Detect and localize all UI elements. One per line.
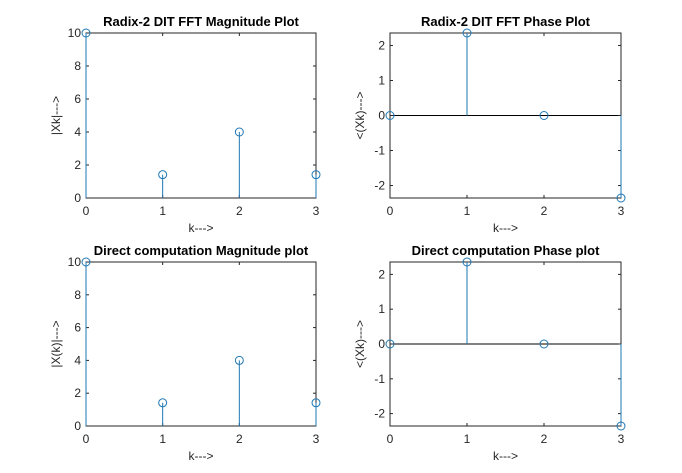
y-tick-label: 10 [68,26,82,40]
chart-title: Radix-2 DIT FFT Magnitude Plot [103,14,299,29]
chart-title: Radix-2 DIT FFT Phase Plot [421,14,591,29]
y-tick-label: -1 [374,144,385,158]
stem-marker [462,28,472,38]
y-tick-label: -1 [374,372,385,386]
x-tick-label: 1 [159,432,166,446]
y-axis-label: <(Xk)---> [353,92,367,140]
axes-box [85,32,317,199]
y-tick-label: 0 [378,337,385,351]
x-axis-label: k---> [189,449,214,463]
stem-marker [616,421,626,431]
chart-title: Direct computation Magnitude plot [94,243,309,258]
y-tick-label: -2 [374,407,385,421]
stem-marker [234,355,244,365]
x-tick-label: 0 [387,432,394,446]
stem-marker [311,170,321,180]
chart-title: Direct computation Phase plot [412,243,600,258]
stem-marker [385,339,395,349]
y-tick-label: 10 [68,255,82,269]
subplot-2: Radix-2 DIT FFT Phase Plot 0 1 2 3 -2 -1 0 1 2 k--… [353,14,626,235]
stem-marker [158,170,168,180]
stem-marker [158,398,168,408]
y-tick-label: 2 [378,267,385,281]
subplot-1: Radix-2 DIT FFT Magnitude Plot 0 1 2 3 0 2 4 6 8 1… [49,14,321,235]
y-tick-label: 0 [378,109,385,123]
stem-marker [311,398,321,408]
x-tick-label: 2 [236,204,243,218]
y-tick-label: 6 [74,321,81,335]
stem-marker [616,193,626,203]
stem-marker [539,111,549,120]
y-tick-label: 1 [378,73,385,87]
stem-marker [385,111,395,120]
x-tick-label: 3 [313,432,320,446]
stem-marker [462,257,472,267]
stem-marker [234,127,244,137]
subplot-3: Direct computation Magnitude plot 0 1 2 3 0 2 4… [49,243,321,463]
y-tick-label: 1 [378,302,385,316]
y-tick-label: 2 [378,38,385,52]
stem-marker [81,28,91,38]
y-axis-label: |Xk|---> [49,96,63,135]
x-tick-label: 2 [236,432,243,446]
x-tick-label: 1 [464,204,471,218]
axes-box [85,261,317,427]
x-tick-label: 3 [618,432,625,446]
x-axis-label: k---> [189,221,214,235]
x-tick-label: 0 [83,432,90,446]
x-tick-label: 2 [541,432,548,446]
y-axis-label: |X(k)|---> [49,320,63,367]
x-tick-label: 1 [159,204,166,218]
subplot-4: Direct computation Phase plot 0 1 2 3 -2 -1 0 1 2… [353,243,626,463]
x-axis-label: k---> [493,221,518,235]
x-tick-label: 3 [313,204,320,218]
y-axis-label: <(Xk)---> [353,320,367,368]
stem-marker [539,339,549,349]
y-tick-label: 2 [74,158,81,172]
x-axis-label: k---> [493,449,518,463]
x-tick-label: 0 [83,204,90,218]
y-tick-label: 4 [74,125,81,139]
y-tick-label: 6 [74,92,81,106]
y-tick-label: 4 [74,353,81,367]
y-tick-label: 2 [74,386,81,400]
stem-marker [81,257,91,267]
x-tick-label: 3 [618,204,625,218]
y-tick-label: -2 [374,179,385,193]
x-tick-label: 0 [387,204,394,218]
x-tick-label: 2 [541,204,548,218]
y-tick-label: 0 [74,191,81,205]
x-tick-label: 1 [464,432,471,446]
y-tick-label: 8 [74,59,81,73]
y-tick-label: 8 [74,288,81,302]
y-tick-label: 0 [74,419,81,433]
